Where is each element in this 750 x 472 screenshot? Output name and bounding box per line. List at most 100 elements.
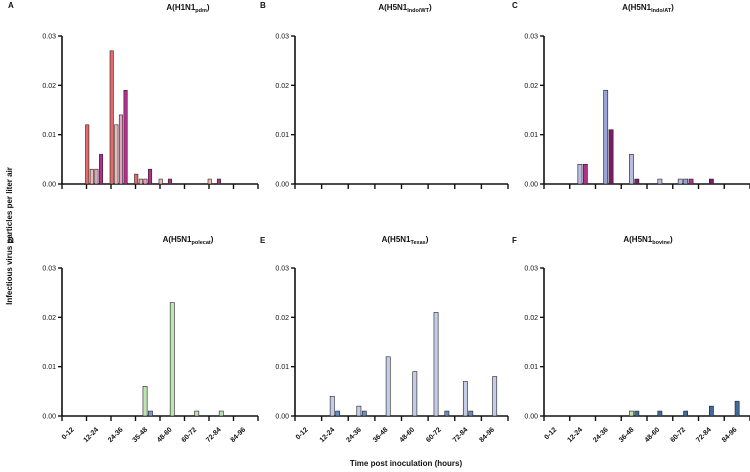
bar — [216, 178, 221, 185]
bar — [148, 410, 153, 417]
y-tick-label: 0.01 — [524, 132, 538, 139]
bar — [356, 405, 362, 417]
bar — [329, 395, 335, 417]
bar — [688, 178, 694, 185]
category-label: 12-24 — [319, 426, 337, 444]
y-tick-label: 0.03 — [42, 34, 56, 41]
bar — [634, 178, 640, 185]
y-tick-label: 0.01 — [275, 132, 289, 139]
y-tick-label: 0.02 — [524, 315, 538, 322]
bar — [629, 410, 634, 417]
panel-letter: E — [260, 236, 266, 245]
bar — [118, 114, 123, 185]
panel-letter: B — [260, 1, 266, 10]
panel-f: F A(H5N1bovine) 0.00 0.01 0.02 0.03 0-12 12-24 2… — [512, 235, 750, 444]
bar — [109, 50, 114, 185]
bar — [143, 178, 148, 185]
bar — [412, 371, 418, 417]
category-label: 72-84 — [452, 426, 470, 444]
panel-b: B A(H5N1Indo/WT) 0.00 0.01 0.02 0.03 — [260, 1, 509, 189]
category-label: 0-12 — [295, 426, 310, 441]
bar — [207, 178, 212, 185]
bar — [134, 173, 139, 185]
category-label: 12-24 — [83, 426, 101, 444]
panel-title: A(H5N1bovine) — [623, 235, 673, 246]
panel-letter: F — [512, 236, 517, 245]
category-label: 36-48 — [372, 426, 390, 444]
bar — [657, 410, 663, 417]
bar — [657, 178, 663, 185]
y-tick-label: 0.00 — [524, 414, 538, 421]
bar — [85, 124, 90, 185]
bar — [94, 168, 99, 185]
category-label: 60-72 — [669, 426, 687, 444]
bar — [603, 89, 609, 185]
panels: A A(H1N1pdm) 0.00 0.01 0.02 0.03 B A(H5N1Indo/W… — [8, 1, 750, 444]
y-tick-label: 0.02 — [42, 315, 56, 322]
bar — [433, 312, 439, 417]
panel-title: A(H5N1Indo/WT) — [378, 3, 432, 14]
category-label: 36-48 — [618, 426, 636, 444]
y-tick-label: 0.02 — [524, 83, 538, 90]
panel-title: A(H5N1Indo/AT) — [622, 3, 674, 14]
category-label: 84-96 — [230, 426, 248, 444]
bar — [608, 129, 614, 185]
bar — [629, 154, 634, 185]
category-label: 60-72 — [181, 426, 199, 444]
y-axis-label: Infectious virus particles per liter air — [5, 167, 14, 305]
bar — [138, 178, 143, 185]
category-label: 48-60 — [156, 426, 174, 444]
panel-letter: A — [8, 1, 14, 10]
category-label: 72-84 — [695, 426, 713, 444]
bar — [123, 89, 128, 185]
y-tick-label: 0.01 — [42, 132, 56, 139]
panel-title: A(H1N1pdm) — [166, 3, 210, 14]
category-label: 84-96 — [721, 426, 739, 444]
x-axis-label: Time post inoculation (hours) — [350, 459, 463, 468]
y-tick-label: 0.03 — [524, 34, 538, 41]
panel-d: D A(H5N1polecat) 0.00 0.01 0.02 0.03 0-12 12-24… — [8, 235, 259, 444]
category-label: 48-60 — [399, 426, 417, 444]
category-label: 24-36 — [345, 426, 363, 444]
bar — [167, 178, 172, 185]
y-tick-label: 0.02 — [275, 83, 289, 90]
bar — [158, 178, 163, 185]
y-tick-label: 0.00 — [524, 182, 538, 189]
bar — [361, 410, 367, 417]
category-label: 24-36 — [592, 426, 610, 444]
panel-c: C A(H5N1Indo/AT) 0.00 0.01 0.02 0.03 — [512, 1, 750, 189]
category-label: 72-84 — [205, 426, 223, 444]
bar — [335, 410, 341, 417]
y-tick-label: 0.03 — [275, 34, 289, 41]
y-tick-label: 0.02 — [275, 315, 289, 322]
panel-letter: D — [8, 236, 14, 245]
bar — [677, 178, 683, 185]
bar — [89, 168, 94, 185]
bar — [462, 381, 468, 417]
y-tick-label: 0.03 — [42, 266, 56, 273]
bar — [734, 400, 740, 417]
panel-title: A(H5N1Texas) — [382, 235, 429, 246]
panel-title: A(H5N1polecat) — [163, 235, 214, 246]
y-tick-label: 0.01 — [524, 364, 538, 371]
bar — [683, 178, 689, 185]
panel-a: A A(H1N1pdm) 0.00 0.01 0.02 0.03 — [8, 1, 259, 189]
category-label: 48-60 — [644, 426, 662, 444]
category-label: 24-36 — [107, 426, 125, 444]
y-tick-label: 0.03 — [524, 266, 538, 273]
bar — [114, 124, 119, 185]
category-label: 0-12 — [61, 426, 76, 441]
y-tick-label: 0.00 — [42, 414, 56, 421]
panel-letter: C — [512, 1, 518, 10]
y-tick-label: 0.00 — [42, 182, 56, 189]
bar — [148, 168, 153, 185]
y-tick-label: 0.00 — [275, 414, 289, 421]
y-tick-label: 0.00 — [275, 182, 289, 189]
bar — [218, 410, 224, 417]
y-tick-label: 0.03 — [275, 266, 289, 273]
bar — [444, 410, 450, 417]
category-label: 0-12 — [543, 426, 558, 441]
bar — [634, 410, 640, 417]
category-label: 84-96 — [478, 426, 496, 444]
bar — [492, 376, 498, 417]
